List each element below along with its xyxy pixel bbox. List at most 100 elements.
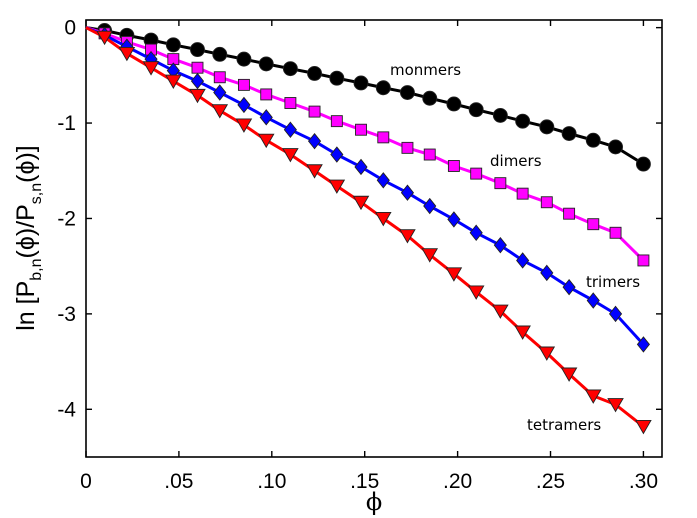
data-point-trimers <box>493 236 507 254</box>
data-point-tetramers <box>189 88 206 104</box>
data-point-dimers <box>330 115 343 128</box>
data-point-trimers <box>400 184 415 201</box>
data-point-tetramers <box>306 164 323 179</box>
data-point-trimers <box>330 146 344 163</box>
x-tick-label: .20 <box>443 470 472 493</box>
y-tick-label: 0 <box>64 17 76 40</box>
data-point-tetramers <box>492 304 509 319</box>
data-point-monmers <box>515 113 531 129</box>
data-point-tetramers <box>607 398 624 413</box>
data-point-tetramers <box>352 195 370 211</box>
data-point-dimers <box>447 160 460 172</box>
data-point-dimers <box>609 226 622 239</box>
data-point-trimers <box>190 72 205 90</box>
y-tick-label: -4 <box>57 398 76 421</box>
data-point-trimers <box>237 96 251 114</box>
data-point-dimers <box>213 71 226 84</box>
data-point-dimers <box>260 88 273 101</box>
data-point-tetramers <box>257 133 275 149</box>
data-point-tetramers <box>399 229 416 244</box>
plot-frame <box>85 19 663 458</box>
data-point-tetramers <box>635 420 652 435</box>
data-point-tetramers <box>142 61 160 76</box>
y-axis-title: ln [Pb,n(ϕ)/Ps,n(ϕ)] <box>12 145 45 331</box>
data-point-trimers <box>447 211 461 228</box>
x-axis-title: ϕ <box>366 488 382 516</box>
data-point-trimers <box>540 264 554 282</box>
data-point-trimers <box>354 158 368 176</box>
data-point-trimers <box>376 172 390 189</box>
data-point-monmers <box>492 107 508 123</box>
data-point-tetramers <box>467 285 485 300</box>
data-point-trimers <box>259 109 273 126</box>
data-point-monmers <box>468 102 484 118</box>
data-point-trimers <box>586 292 600 309</box>
data-point-dimers <box>401 141 414 154</box>
data-point-dimers <box>377 131 390 144</box>
data-point-tetramers <box>514 325 531 340</box>
data-point-dimers <box>191 61 204 74</box>
data-point-tetramers <box>328 179 346 194</box>
data-point-monmers <box>585 132 601 148</box>
data-point-trimers <box>307 132 322 150</box>
data-point-monmers <box>399 85 415 100</box>
data-point-monmers <box>236 51 252 67</box>
data-point-tetramers <box>118 46 136 62</box>
data-point-monmers <box>165 37 181 53</box>
y-axis-title-sub2: s,n <box>28 183 45 204</box>
data-point-tetramers <box>375 212 392 227</box>
data-point-dimers <box>540 196 553 209</box>
x-tick-label: .25 <box>536 470 565 493</box>
x-tick-label: .10 <box>257 470 286 493</box>
data-point-monmers <box>212 46 228 62</box>
data-point-monmers <box>422 90 438 106</box>
y-axis-title-suffix: (ϕ)] <box>12 145 40 183</box>
data-point-monmers <box>329 70 345 86</box>
y-tick-label: -1 <box>57 112 76 135</box>
data-point-dimers <box>470 167 483 180</box>
data-point-trimers <box>423 197 437 215</box>
y-tick-label: -3 <box>57 303 76 326</box>
data-point-trimers <box>516 252 530 269</box>
y-axis-title-mid: (ϕ)/P <box>12 204 40 258</box>
data-point-monmers <box>282 61 298 77</box>
series-labels: monmers dimers trimers tetramers <box>390 61 640 434</box>
series-layer <box>85 23 652 435</box>
data-point-tetramers <box>560 367 578 382</box>
data-point-dimers <box>563 207 576 220</box>
x-tick-label: .30 <box>629 470 658 493</box>
x-tick-label: 0 <box>80 470 92 493</box>
data-point-trimers <box>469 224 483 241</box>
series-label-dimers: dimers <box>490 152 542 170</box>
data-point-monmers <box>353 75 369 91</box>
data-point-dimers <box>494 177 507 190</box>
series-dimers <box>85 26 650 267</box>
data-point-tetramers <box>165 74 182 89</box>
axis-ticks: 0 .05 .10 .15 .20 .25 .30 0 -1 -2 -3 -4 <box>57 17 662 493</box>
data-point-dimers <box>308 105 321 118</box>
data-point-tetramers <box>211 104 229 119</box>
data-point-tetramers <box>96 30 113 46</box>
y-axis-title-sub1: b,n <box>28 258 45 280</box>
data-point-dimers <box>587 218 600 231</box>
data-point-monmers <box>539 119 555 135</box>
series-label-trimers: trimers <box>586 273 640 291</box>
x-tick-label: .15 <box>350 470 379 493</box>
data-point-monmers <box>258 56 274 72</box>
y-tick-label: -2 <box>57 207 76 230</box>
y-axis-title-prefix: ln [P <box>12 281 40 331</box>
data-point-monmers <box>375 80 391 96</box>
data-point-monmers <box>446 96 462 112</box>
data-point-dimers <box>355 123 367 136</box>
series-label-tetramers: tetramers <box>527 416 601 434</box>
data-point-dimers <box>516 187 529 200</box>
data-point-trimers <box>562 278 576 296</box>
data-point-trimers <box>213 84 227 101</box>
data-point-tetramers <box>584 389 602 404</box>
data-point-dimers <box>237 78 250 91</box>
series-label-monmers: monmers <box>390 61 461 79</box>
series-tetramers <box>85 26 652 435</box>
data-point-tetramers <box>421 248 439 263</box>
